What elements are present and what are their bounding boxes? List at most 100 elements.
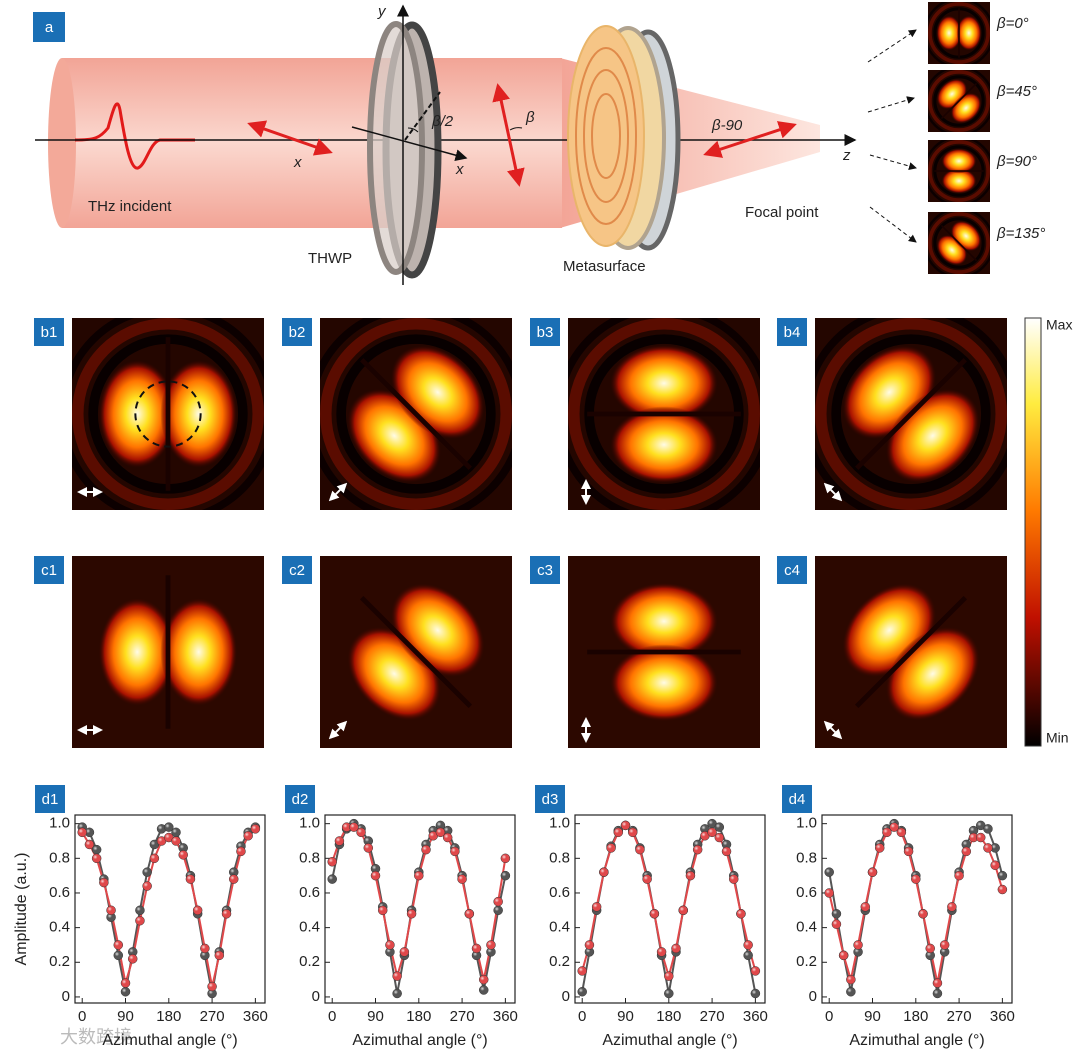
point-shine [577, 987, 587, 997]
point-shine [243, 831, 253, 841]
plot-frame [821, 814, 1013, 1004]
y-tick-label: 0.6 [549, 884, 570, 901]
point-shine [584, 947, 594, 957]
point-shine [925, 943, 935, 953]
point-shine [250, 824, 260, 834]
colorbar-max: Max [1046, 317, 1072, 333]
panel-label: c1 [41, 562, 57, 579]
inset-label: β=0° [996, 15, 1029, 32]
lobe [610, 406, 718, 484]
point-shine [882, 827, 892, 837]
panel-label: d2 [292, 791, 309, 808]
point-shine [606, 843, 616, 853]
point-shine [493, 897, 503, 907]
x-tick-label: 180 [156, 1008, 181, 1025]
point-shine [500, 871, 510, 881]
ring [933, 217, 985, 269]
point-shine [185, 874, 195, 884]
point-shine [824, 888, 834, 898]
point-shine [334, 836, 344, 846]
panel-label: d4 [789, 791, 806, 808]
point-shine [479, 985, 489, 995]
angle-arc [407, 127, 419, 133]
y-tick-label: 0.4 [796, 919, 817, 936]
point-shine [472, 943, 482, 953]
panel-label: b4 [784, 324, 801, 341]
point-shine [736, 909, 746, 919]
ring [928, 140, 990, 202]
lobes [842, 345, 980, 483]
dashed-arrow [869, 206, 917, 243]
y-tick-label: 1.0 [796, 815, 817, 832]
point-shine [664, 988, 674, 998]
point-shine [84, 827, 94, 837]
point-shine [479, 975, 489, 985]
intensity-map [568, 556, 760, 748]
point-shine [236, 846, 246, 856]
node-line [359, 595, 473, 709]
plot-frame [74, 814, 266, 1004]
panel-label-box [34, 318, 64, 346]
point-shine [421, 845, 431, 855]
x-tick-label: 180 [406, 1008, 431, 1025]
point-shine [443, 826, 453, 836]
point-shine [700, 824, 710, 834]
x-axis-label: Azimuthal angle (°) [102, 1032, 237, 1049]
point-shine [990, 860, 1000, 870]
panel-label: a [45, 19, 54, 36]
y-tick-label: 0.6 [796, 884, 817, 901]
inset-label: β=135° [996, 225, 1045, 242]
lobe [936, 15, 962, 51]
intensity-map [928, 140, 990, 202]
x-tick-label: 180 [656, 1008, 681, 1025]
point-shine [685, 871, 695, 881]
point-shine [839, 950, 849, 960]
ring [320, 318, 512, 510]
incident-label: THz incident [88, 198, 172, 215]
point-shine [722, 846, 732, 856]
lobe [98, 598, 176, 706]
lobe [160, 598, 238, 706]
panel-label-box [33, 12, 65, 42]
lobes [587, 582, 741, 722]
point-shine [846, 987, 856, 997]
pol-arrow [328, 482, 348, 502]
point-shine [990, 843, 1000, 853]
point-shine [385, 940, 395, 950]
panel-label: b2 [289, 324, 306, 341]
point-shine [414, 871, 424, 881]
pol-label: β-90 [711, 117, 743, 134]
point-shine [671, 943, 681, 953]
x-axis-label: Azimuthal angle (°) [352, 1032, 487, 1049]
point-shine [584, 940, 594, 950]
x-tick-label: 270 [700, 1008, 725, 1025]
point-shine [207, 988, 217, 998]
metasurface-ring [575, 47, 637, 225]
point-shine [983, 843, 993, 853]
point-shine [178, 850, 188, 860]
point-shine [824, 867, 834, 877]
y-tick-label: 0.4 [299, 919, 320, 936]
panel-label-box [285, 785, 315, 813]
point-shine [976, 833, 986, 843]
y-tick-label: 0 [62, 988, 70, 1005]
point-shine [997, 871, 1007, 881]
lobe [610, 344, 718, 422]
lobe [956, 15, 982, 51]
point-shine [831, 909, 841, 919]
intensity-map [815, 556, 1007, 748]
angle-label: β/2 [431, 113, 454, 130]
point-shine [722, 839, 732, 849]
point-shine [678, 905, 688, 915]
point-shine [846, 975, 856, 985]
point-shine [750, 988, 760, 998]
y-tick-label: 0.8 [299, 849, 320, 866]
point-shine [853, 947, 863, 957]
panel-label-box [777, 318, 807, 346]
y-tick-label: 0.8 [796, 849, 817, 866]
pol-arrow [328, 720, 348, 740]
point-shine [961, 839, 971, 849]
point-shine [707, 827, 717, 837]
point-shine [106, 912, 116, 922]
colorbar [1024, 317, 1042, 747]
